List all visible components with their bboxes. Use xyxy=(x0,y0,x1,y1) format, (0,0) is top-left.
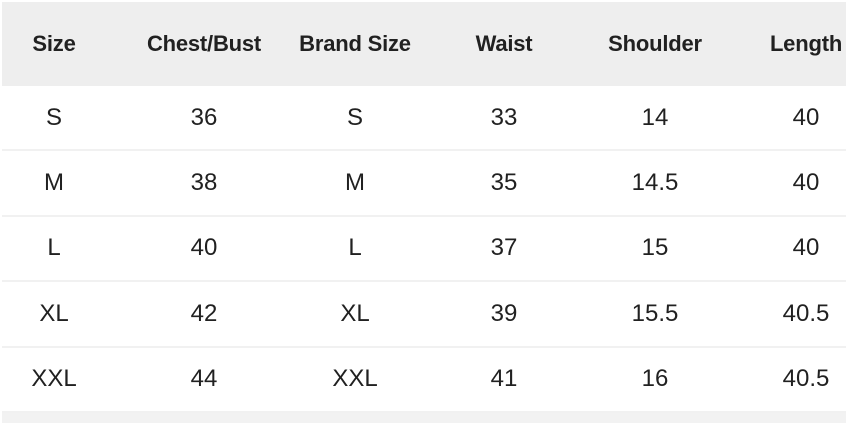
table-row-m: M 38 M 35 14.5 40 xyxy=(2,151,846,217)
cell-size: L xyxy=(47,234,61,262)
column-header-waist: Waist xyxy=(475,31,533,56)
cell-waist: 37 xyxy=(490,234,518,262)
cell-size: XL xyxy=(39,299,69,327)
column-header-length: Length xyxy=(769,31,843,56)
cell-waist: 33 xyxy=(490,103,518,131)
column-header-shoulder: Shoulder xyxy=(608,31,702,56)
cell-waist: 39 xyxy=(490,299,518,327)
cell-waist: 35 xyxy=(490,169,518,197)
cell-shoulder: 14.5 xyxy=(631,169,679,197)
table-row-l: L 40 L 37 15 40 xyxy=(2,216,846,283)
cell-length: 40 xyxy=(792,103,820,131)
cell-length: 40 xyxy=(792,169,820,197)
column-header-size: Size xyxy=(32,31,76,56)
cell-brand-size: M xyxy=(345,169,365,197)
cell-shoulder: 14 xyxy=(641,103,669,131)
cell-chest-bust: 42 xyxy=(190,299,218,327)
cell-chest-bust: 44 xyxy=(190,365,218,393)
cell-chest-bust: 38 xyxy=(190,169,218,197)
cell-shoulder: 16 xyxy=(641,365,669,393)
column-header-brand-size: Brand Size xyxy=(299,31,411,56)
cell-chest-bust: 36 xyxy=(190,103,218,131)
cell-shoulder: 15.5 xyxy=(631,299,679,327)
column-header-chest-bust: Chest/Bust xyxy=(146,31,262,56)
table-row-xl: XL 42 XL 39 15.5 40.5 xyxy=(2,282,846,348)
cell-brand-size: L xyxy=(348,234,362,262)
cell-size: S xyxy=(45,103,63,131)
cell-length: 40.5 xyxy=(782,365,830,393)
cell-brand-size: XXL xyxy=(332,365,378,393)
next-section-top-edge xyxy=(2,412,846,423)
cell-shoulder: 15 xyxy=(641,234,669,262)
table-row-s: S 36 S 33 14 40 xyxy=(2,86,846,152)
cell-brand-size: S xyxy=(346,103,364,131)
table-row-xxl: XXL 44 XXL 41 16 40.5 xyxy=(2,347,846,413)
cell-length: 40.5 xyxy=(782,299,830,327)
cell-size: XXL xyxy=(31,365,77,393)
cell-brand-size: XL xyxy=(340,299,370,327)
cell-length: 40 xyxy=(792,234,820,262)
cell-waist: 41 xyxy=(490,365,518,393)
cell-chest-bust: 40 xyxy=(190,234,218,262)
cell-size: M xyxy=(44,169,64,197)
header-row: Size Chest/Bust Brand Size Waist Shoulde… xyxy=(2,2,846,86)
